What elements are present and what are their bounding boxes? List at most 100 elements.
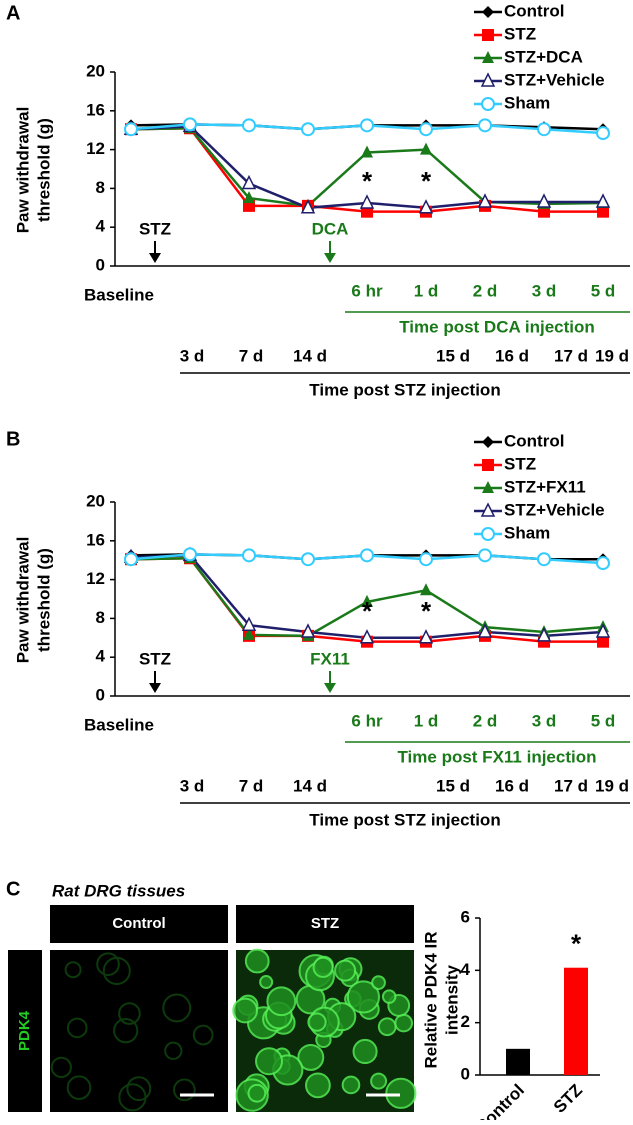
marker xyxy=(596,126,610,141)
bar xyxy=(564,967,588,1075)
marker xyxy=(596,556,610,571)
legend-label: Sham xyxy=(504,523,550,542)
y-axis-label: threshold (g) xyxy=(34,548,53,652)
cell xyxy=(247,1083,267,1103)
cell xyxy=(266,986,297,1017)
y-tick-label: 16 xyxy=(86,530,105,549)
y-tick-label: 20 xyxy=(86,61,105,80)
marker xyxy=(420,142,432,155)
legend-marker xyxy=(482,459,494,471)
marker xyxy=(418,629,434,644)
panel-letter: A xyxy=(6,2,20,24)
y-axis-label: Relative PDK4 IR xyxy=(421,932,440,1069)
image-column-label: STZ xyxy=(311,915,339,932)
x-tick-label: 19 d xyxy=(595,346,629,365)
marker xyxy=(419,122,433,137)
marker xyxy=(361,145,373,158)
x-tick-label: 3 d xyxy=(180,346,205,365)
cell xyxy=(385,1077,417,1109)
marker xyxy=(478,548,492,563)
image-row-label: PDK4 xyxy=(16,1010,33,1051)
x-tick-label: 3 d xyxy=(180,776,205,795)
y-tick-label: 8 xyxy=(96,608,105,627)
cell xyxy=(192,1024,214,1046)
marker xyxy=(360,548,374,563)
cell xyxy=(66,1017,88,1039)
x-tick-label: 7 d xyxy=(239,346,264,365)
marker xyxy=(183,117,197,132)
significance: * xyxy=(421,596,432,626)
cell xyxy=(297,1043,325,1071)
legend-label: STZ+Vehicle xyxy=(504,70,605,89)
cell xyxy=(341,1075,361,1095)
marker xyxy=(360,118,374,133)
y-tick-label: 12 xyxy=(86,569,105,588)
cell xyxy=(370,1072,388,1090)
marker xyxy=(477,623,493,638)
x-tick-label: 16 d xyxy=(495,776,529,795)
y-axis-label: intensity xyxy=(442,965,461,1035)
image-column-label: Control xyxy=(112,915,165,932)
panel-letter: C xyxy=(6,878,20,900)
cell xyxy=(96,952,120,976)
y-axis-label: Paw withdrawal xyxy=(13,107,32,234)
legend-marker xyxy=(482,436,494,448)
cell xyxy=(113,1018,139,1044)
bar xyxy=(506,1048,530,1075)
cell xyxy=(259,975,274,990)
x-tick-label: 5 d xyxy=(591,711,616,730)
arrow-label: STZ xyxy=(139,219,171,238)
cell xyxy=(305,1072,331,1099)
x-tick-label: STZ xyxy=(550,1081,586,1117)
legend-marker xyxy=(482,6,494,18)
x-tick-label: 2 d xyxy=(473,281,498,300)
x-tick-label: 1 d xyxy=(414,281,439,300)
cell xyxy=(346,980,380,1014)
marker xyxy=(301,552,315,567)
significance: * xyxy=(421,166,432,196)
y-tick-label: 20 xyxy=(86,491,105,510)
marker xyxy=(124,552,138,567)
marker xyxy=(359,194,375,209)
x-tick-label: 3 d xyxy=(532,711,557,730)
marker xyxy=(300,199,316,214)
y-tick-label: 8 xyxy=(96,178,105,197)
image-header xyxy=(236,905,414,943)
legend-marker xyxy=(481,97,495,111)
arrow-head xyxy=(324,683,336,693)
marker xyxy=(537,552,551,567)
marker xyxy=(359,629,375,644)
marker xyxy=(361,594,373,607)
cell xyxy=(312,956,334,978)
y-tick-label: 4 xyxy=(96,647,106,666)
panel-letter: B xyxy=(6,428,20,450)
legend-label: Sham xyxy=(504,93,550,112)
x-tick-label: 7 d xyxy=(239,776,264,795)
x-tick-label: 1 d xyxy=(414,711,439,730)
x-tick-label: 16 d xyxy=(495,346,529,365)
arrow-label: FX11 xyxy=(310,649,350,668)
marker xyxy=(242,118,256,133)
legend-label: Control xyxy=(504,431,564,450)
legend-marker xyxy=(482,29,494,41)
y-tick-label: 0 xyxy=(461,1064,470,1083)
y-tick-label: 16 xyxy=(86,100,105,119)
x-tick-label: 6 hr xyxy=(351,711,383,730)
legend-label: STZ xyxy=(504,24,536,43)
cell xyxy=(377,1017,397,1037)
y-axis-label: threshold (g) xyxy=(34,118,53,222)
marker xyxy=(477,193,493,208)
marker xyxy=(242,548,256,563)
arrow-head xyxy=(149,683,161,693)
cell xyxy=(352,1038,378,1065)
x-tick-label: 15 d xyxy=(436,346,470,365)
y-tick-label: 4 xyxy=(461,960,471,979)
x-tick-label: Baseline xyxy=(84,715,154,734)
significance: * xyxy=(571,929,582,959)
cell xyxy=(232,997,258,1024)
image xyxy=(50,950,228,1112)
y-tick-label: 0 xyxy=(96,255,105,274)
x-axis-label: Time post STZ injection xyxy=(309,810,500,829)
